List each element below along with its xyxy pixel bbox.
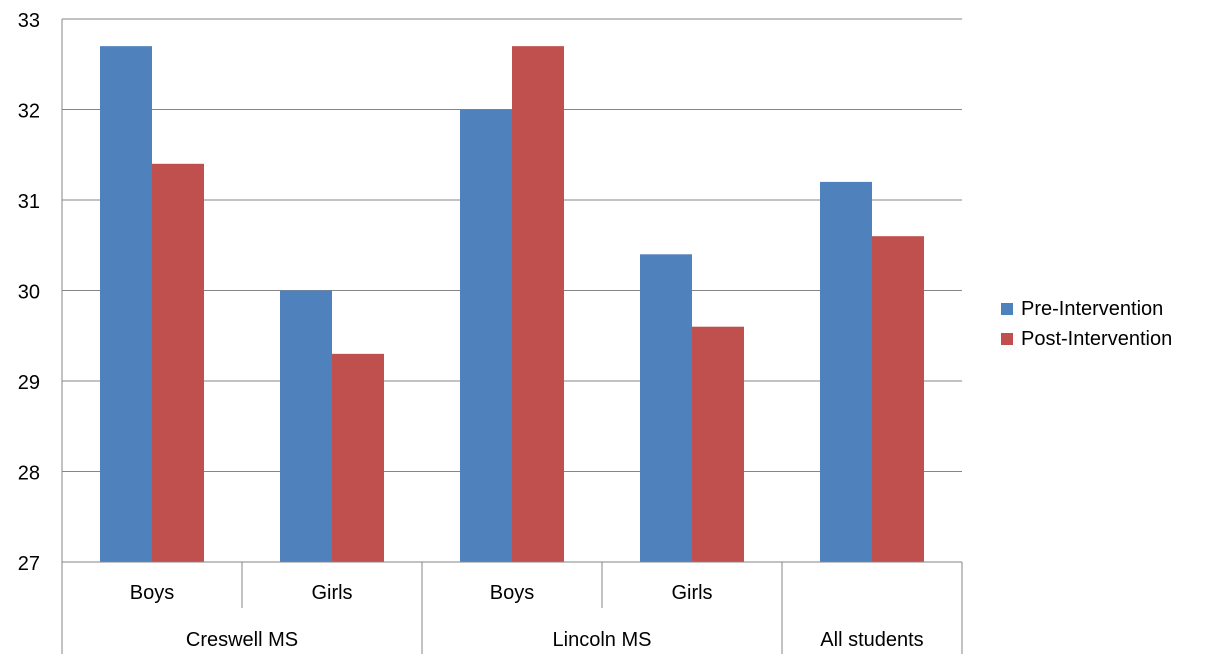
x-group-label: Lincoln MS: [553, 629, 652, 651]
legend-item-pre: Pre-Intervention: [1001, 294, 1172, 324]
legend-swatch-post: [1001, 333, 1013, 345]
bar-pre: [100, 46, 152, 562]
y-tick-label: 33: [18, 10, 40, 32]
bar-pre: [460, 109, 512, 562]
x-tick-label: Boys: [490, 582, 534, 604]
bar-post: [872, 236, 924, 562]
legend-label-pre: Pre-Intervention: [1021, 297, 1164, 320]
bar-pre: [640, 254, 692, 563]
legend-label-post: Post-Intervention: [1021, 327, 1173, 350]
y-tick-label: 32: [18, 101, 40, 123]
legend: Pre-Intervention Post-Intervention: [1001, 294, 1172, 354]
legend-item-post: Post-Intervention: [1001, 324, 1172, 354]
x-tick-label: Girls: [671, 582, 712, 604]
y-tick-label: 31: [18, 191, 40, 213]
bar-post: [512, 46, 564, 562]
y-tick-label: 27: [18, 553, 40, 575]
x-tick-label: Boys: [130, 582, 174, 604]
x-group-label: Creswell MS: [186, 629, 298, 651]
x-tick-label: Girls: [311, 582, 352, 604]
legend-swatch-pre: [1001, 303, 1013, 315]
bar-pre: [280, 290, 332, 562]
bar-post: [152, 163, 204, 563]
bar-post: [692, 326, 744, 562]
y-tick-label: 30: [18, 282, 40, 304]
bar-pre: [820, 181, 872, 562]
bar-post: [332, 353, 384, 562]
y-tick-label: 29: [18, 372, 40, 394]
x-group-label: All students: [820, 629, 923, 651]
y-tick-label: 28: [18, 463, 40, 485]
